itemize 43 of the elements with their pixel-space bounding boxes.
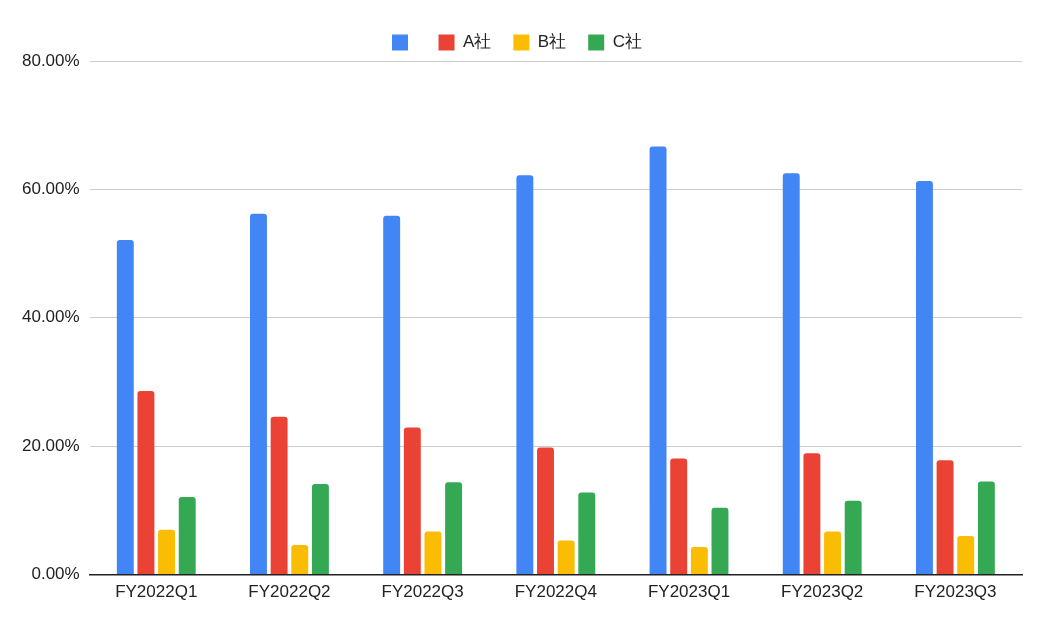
bar <box>670 458 688 575</box>
bar <box>915 181 933 575</box>
y-tick-label: 60.00% <box>21 179 80 199</box>
bar <box>844 500 862 575</box>
legend-label: A社 <box>463 32 492 52</box>
x-tick-label: FY2022Q2 <box>248 582 331 602</box>
bar <box>424 531 442 575</box>
bar <box>803 453 821 575</box>
bar <box>782 173 800 575</box>
bar <box>557 540 575 575</box>
bar <box>311 484 329 575</box>
bar <box>445 482 463 575</box>
legend-label: C社 <box>612 32 642 52</box>
bar <box>270 416 288 575</box>
bar <box>116 240 134 575</box>
bar <box>291 545 309 575</box>
legend-label: B社 <box>537 32 567 52</box>
y-tick-label: 40.00% <box>21 307 80 327</box>
bar <box>711 507 729 575</box>
x-tick-label: FY2022Q1 <box>115 582 198 602</box>
bar <box>403 427 421 575</box>
bar <box>936 460 954 575</box>
bar <box>649 146 667 575</box>
bar <box>824 531 841 575</box>
bar <box>158 529 176 575</box>
y-tick-label: 0.00% <box>31 564 80 584</box>
bar <box>516 175 534 575</box>
bar <box>137 390 155 575</box>
x-tick-label: FY2023Q2 <box>781 582 864 602</box>
bar <box>383 215 401 575</box>
bar <box>690 546 708 575</box>
bar <box>250 213 267 575</box>
x-tick-label: FY2023Q1 <box>647 582 731 602</box>
x-tick-label: FY2023Q3 <box>914 582 997 602</box>
bar <box>537 447 554 575</box>
y-tick-label: 20.00% <box>21 435 80 455</box>
bar <box>178 496 196 575</box>
x-tick-label: FY2022Q4 <box>514 582 597 602</box>
bar <box>578 492 596 575</box>
x-tick-label: FY2022Q3 <box>381 582 464 602</box>
y-tick-label: 80.00% <box>21 50 80 70</box>
bar <box>977 481 995 575</box>
bar <box>957 536 975 575</box>
